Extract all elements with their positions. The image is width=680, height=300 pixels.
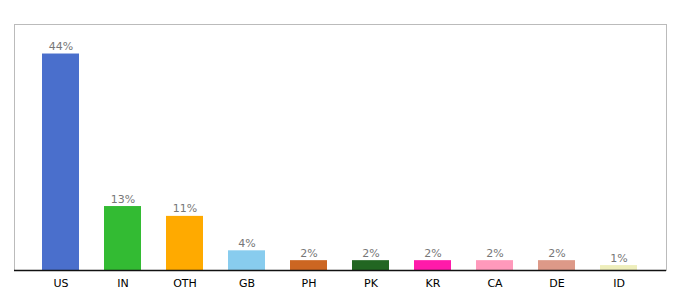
svg-text:OTH: OTH xyxy=(173,277,197,290)
svg-text:GB: GB xyxy=(239,277,255,290)
svg-text:DE: DE xyxy=(549,277,564,290)
svg-text:2%: 2% xyxy=(548,247,565,260)
svg-text:US: US xyxy=(53,277,68,290)
svg-text:CA: CA xyxy=(487,277,503,290)
svg-text:2%: 2% xyxy=(486,247,503,260)
svg-text:11%: 11% xyxy=(173,202,197,215)
svg-text:PK: PK xyxy=(364,277,379,290)
svg-text:13%: 13% xyxy=(111,193,135,206)
svg-text:IN: IN xyxy=(117,277,128,290)
svg-text:2%: 2% xyxy=(424,247,441,260)
svg-text:4%: 4% xyxy=(238,237,255,250)
svg-text:2%: 2% xyxy=(362,247,379,260)
svg-text:KR: KR xyxy=(426,277,441,290)
svg-text:PH: PH xyxy=(302,277,317,290)
svg-text:2%: 2% xyxy=(300,247,317,260)
svg-text:ID: ID xyxy=(613,277,625,290)
svg-text:44%: 44% xyxy=(49,40,73,53)
svg-text:1%: 1% xyxy=(610,252,627,265)
